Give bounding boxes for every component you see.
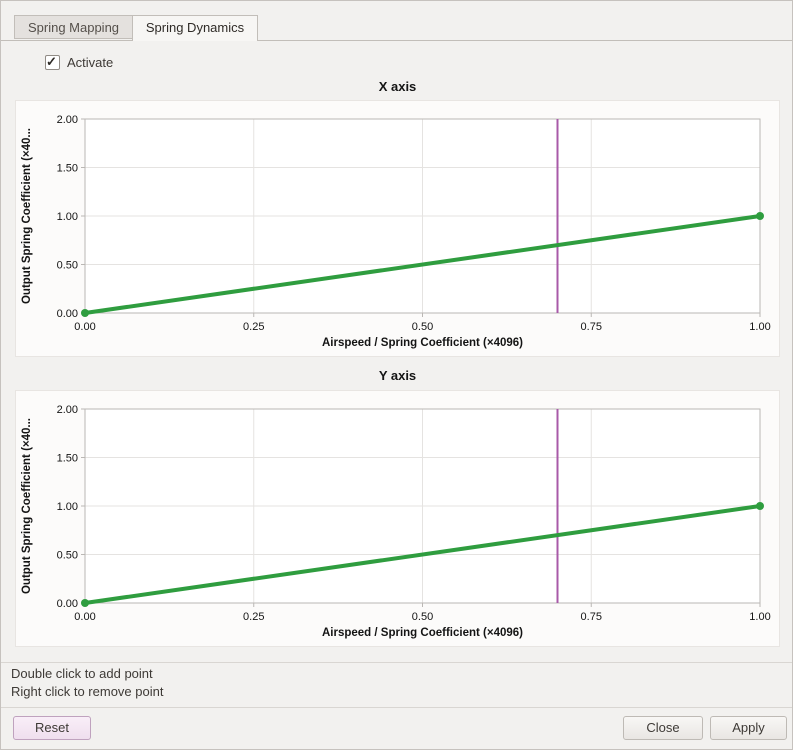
svg-text:Output Spring Coefficient (×40: Output Spring Coefficient (×40...	[21, 418, 33, 594]
chart-title-y-axis: Y axis	[378, 368, 417, 383]
tab-spring-dynamics[interactable]: Spring Dynamics	[132, 15, 258, 41]
svg-text:0.00: 0.00	[74, 611, 95, 623]
svg-text:Airspeed / Spring Coefficient: Airspeed / Spring Coefficient (×4096)	[322, 337, 523, 349]
svg-text:1.50: 1.50	[57, 163, 78, 175]
chart-panel-y: 0.00 0.25 0.50 0.75 1.00 0.00 0.50 1.00 1.50 2.00…	[15, 390, 780, 647]
reset-button[interactable]: Reset	[13, 716, 91, 740]
svg-text:0.50: 0.50	[57, 260, 78, 272]
svg-text:0.00: 0.00	[74, 321, 95, 333]
apply-button[interactable]: Apply	[710, 716, 787, 740]
svg-text:0.75: 0.75	[581, 611, 602, 623]
hint-add-point: Double click to add point	[11, 666, 153, 681]
svg-text:Output Spring Coefficient (×40: Output Spring Coefficient (×40...	[21, 128, 33, 304]
svg-text:Airspeed / Spring Coefficient: Airspeed / Spring Coefficient (×4096)	[322, 627, 523, 639]
spring-chart-x[interactable]: 0.00 0.25 0.50 0.75 1.00 0.00 0.50 1.00 1.50 2.00…	[16, 101, 779, 356]
separator-above-hints	[1, 662, 792, 663]
tab-spring-mapping[interactable]: Spring Mapping	[14, 15, 133, 39]
svg-text:1.00: 1.00	[57, 211, 78, 223]
tab-bar: Spring Mapping Spring Dynamics	[1, 15, 792, 41]
svg-text:0.25: 0.25	[243, 611, 264, 623]
close-button[interactable]: Close	[623, 716, 703, 740]
svg-text:2.00: 2.00	[57, 404, 78, 416]
svg-text:0.00: 0.00	[57, 308, 78, 320]
svg-text:0.25: 0.25	[243, 321, 264, 333]
svg-text:0.50: 0.50	[412, 321, 433, 333]
svg-text:0.75: 0.75	[581, 321, 602, 333]
activate-row: Activate	[45, 54, 113, 70]
svg-text:1.00: 1.00	[749, 611, 770, 623]
chart-title-x-axis: X axis	[378, 79, 417, 94]
spring-chart-y[interactable]: 0.00 0.25 0.50 0.75 1.00 0.00 0.50 1.00 1.50 2.00…	[16, 391, 779, 646]
svg-text:0.00: 0.00	[57, 598, 78, 610]
chart-panel-x: 0.00 0.25 0.50 0.75 1.00 0.00 0.50 1.00 1.50 2.00…	[15, 100, 780, 357]
svg-text:0.50: 0.50	[412, 611, 433, 623]
separator-above-buttons	[1, 707, 792, 708]
svg-text:1.00: 1.00	[749, 321, 770, 333]
svg-text:1.50: 1.50	[57, 453, 78, 465]
activate-label: Activate	[67, 54, 114, 70]
svg-text:1.00: 1.00	[57, 501, 78, 513]
svg-text:0.50: 0.50	[57, 550, 78, 562]
hint-remove-point: Right click to remove point	[11, 684, 164, 699]
activate-checkbox[interactable]	[45, 54, 60, 70]
svg-text:2.00: 2.00	[57, 114, 78, 126]
